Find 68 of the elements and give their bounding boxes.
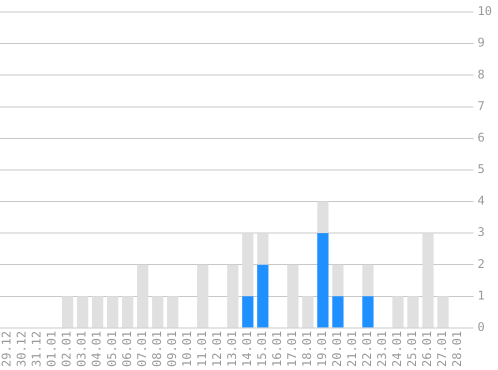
- x-tick-label: 14.01: [240, 330, 254, 367]
- bar: [197, 264, 208, 328]
- bar: [332, 296, 344, 328]
- x-tick-label: 02.01: [60, 330, 74, 367]
- bar: [407, 296, 419, 328]
- x-tick-label: 15.01: [254, 330, 269, 367]
- bar: [332, 264, 344, 296]
- bar: [257, 264, 268, 328]
- bar: [152, 296, 164, 328]
- x-tick-label: 19.01: [315, 330, 330, 367]
- x-tick-label: 16.01: [270, 330, 284, 367]
- bar: [422, 233, 434, 328]
- x-tick-label: 31.12: [30, 330, 44, 367]
- x-tick-label: 27.01: [435, 330, 450, 367]
- bar: [62, 296, 74, 328]
- x-tick-label: 24.01: [390, 330, 404, 367]
- x-tick-label: 21.01: [345, 330, 360, 367]
- bar: [92, 296, 104, 328]
- bar: [122, 296, 134, 328]
- x-tick-label: 13.01: [224, 330, 239, 367]
- y-tick-label: 2: [478, 256, 485, 271]
- y-tick-label: 7: [478, 98, 485, 113]
- bar: [287, 264, 298, 328]
- bar: [302, 296, 314, 328]
- bar: [76, 296, 88, 328]
- bar: [317, 202, 329, 234]
- bar: [137, 264, 148, 328]
- x-tick-label: 23.01: [375, 330, 390, 367]
- x-tick-label: 04.01: [90, 330, 104, 367]
- y-tick-label: 8: [478, 67, 485, 82]
- x-tick-label: 06.01: [120, 330, 134, 367]
- x-tick-label: 25.01: [405, 330, 420, 367]
- bar: [362, 264, 374, 296]
- x-tick-label: 11.01: [194, 330, 209, 367]
- x-tick-label: 03.01: [74, 330, 89, 367]
- x-tick-label: 18.01: [300, 330, 314, 367]
- x-tick-label: 28.01: [450, 330, 464, 367]
- bar: [392, 296, 404, 328]
- bar: [227, 264, 238, 328]
- y-tick-label: 3: [478, 225, 485, 240]
- bar: [242, 233, 254, 296]
- y-tick-label: 10: [478, 4, 492, 18]
- bar: [362, 296, 374, 328]
- x-tick-label: 26.01: [420, 330, 434, 367]
- x-tick-label: 05.01: [104, 330, 119, 367]
- x-tick-label: 22.01: [360, 330, 374, 367]
- x-tick-label: 17.01: [284, 330, 299, 367]
- bar: [257, 233, 268, 265]
- bar: [167, 296, 178, 328]
- x-tick-label: 01.01: [44, 330, 59, 367]
- y-tick-label: 1: [478, 288, 485, 302]
- x-tick-label: 08.01: [150, 330, 164, 367]
- bar: [317, 233, 329, 328]
- x-tick-label: 20.01: [330, 330, 344, 367]
- bar: [242, 296, 254, 328]
- x-tick-label: 09.01: [164, 330, 179, 367]
- x-tick-label: 10.01: [180, 330, 194, 367]
- y-tick-label: 0: [478, 320, 485, 334]
- x-tick-label: 30.12: [14, 330, 29, 367]
- x-tick-label: 12.01: [210, 330, 224, 367]
- x-tick-label: 07.01: [134, 330, 149, 367]
- y-tick-label: 9: [478, 36, 485, 50]
- bar: [437, 296, 449, 328]
- y-tick-label: 4: [478, 194, 485, 208]
- y-tick-label: 6: [478, 130, 485, 144]
- bar: [107, 296, 118, 328]
- y-tick-label: 5: [478, 162, 485, 176]
- x-tick-label: 29.12: [0, 330, 14, 367]
